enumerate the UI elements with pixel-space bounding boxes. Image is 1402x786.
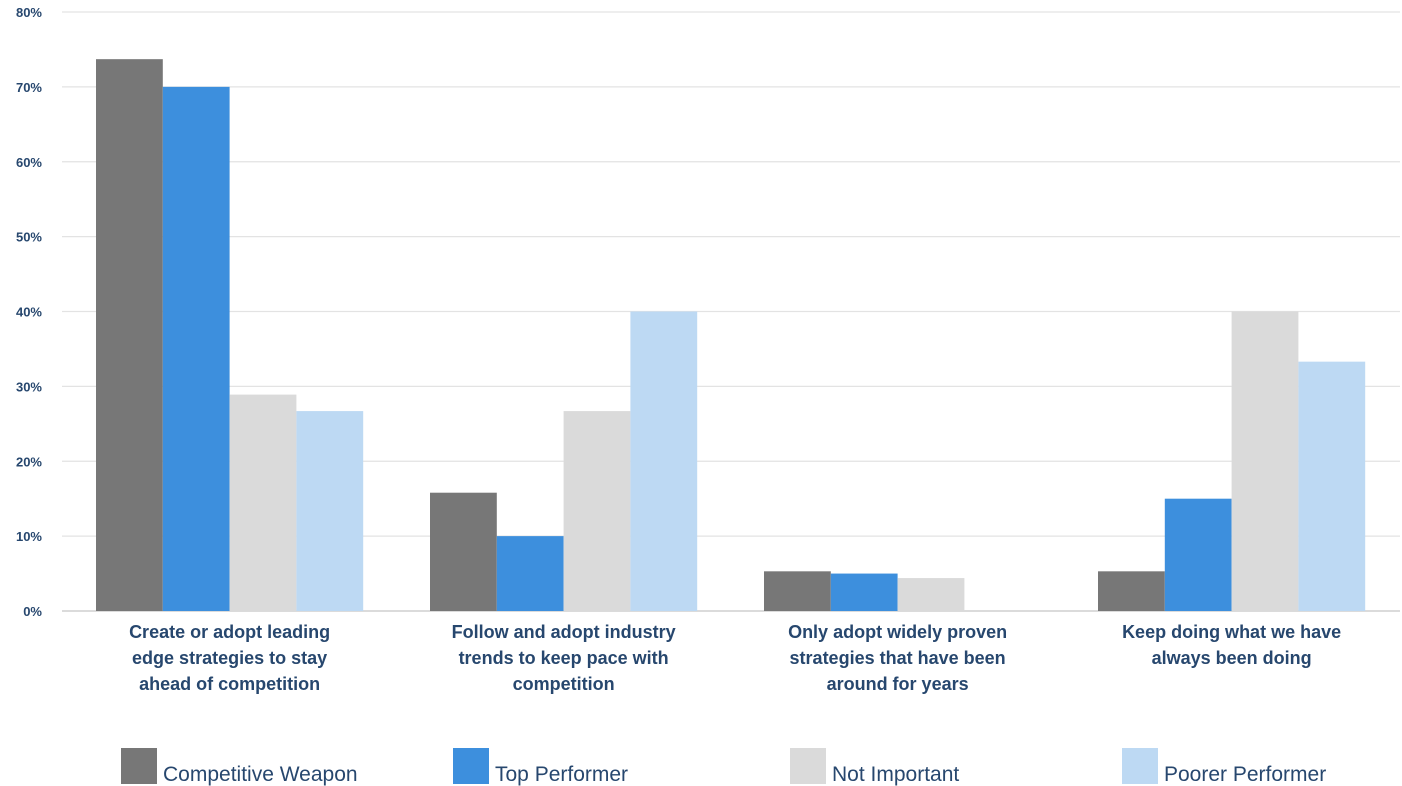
y-tick-label: 70% bbox=[16, 80, 42, 95]
x-category-label: around for years bbox=[827, 674, 969, 694]
x-category-label: ahead of competition bbox=[139, 674, 320, 694]
x-category-label: Create or adopt leading bbox=[129, 622, 330, 642]
x-category-label: Keep doing what we have bbox=[1122, 622, 1341, 642]
x-category-label: competition bbox=[513, 674, 615, 694]
y-tick-label: 10% bbox=[16, 529, 42, 544]
bar-competitive-weapon bbox=[430, 492, 497, 611]
bar-top-performer bbox=[830, 573, 898, 611]
bar-top-performer bbox=[496, 536, 564, 611]
bar-poorer-performer bbox=[1298, 361, 1366, 611]
x-category-label: always been doing bbox=[1152, 648, 1312, 668]
x-category-label: Follow and adopt industry bbox=[452, 622, 676, 642]
bar-competitive-weapon bbox=[764, 571, 831, 611]
bar-poorer-performer bbox=[630, 311, 698, 611]
legend-label: Top Performer bbox=[495, 763, 628, 786]
x-axis-category-labels: Create or adopt leading edge strategies t… bbox=[129, 622, 1341, 694]
x-category-label: strategies that have been bbox=[790, 648, 1006, 668]
bar-not-important bbox=[229, 394, 297, 611]
y-tick-label: 80% bbox=[16, 5, 42, 20]
y-tick-label: 50% bbox=[16, 230, 42, 245]
bar-competitive-weapon bbox=[1098, 571, 1165, 611]
y-tick-label: 0% bbox=[23, 604, 42, 619]
legend-swatch bbox=[1122, 748, 1158, 784]
bar-not-important bbox=[1231, 311, 1299, 611]
legend: Competitive Weapon Top Performer Not Impor… bbox=[121, 748, 1326, 786]
y-tick-label: 60% bbox=[16, 155, 42, 170]
bars bbox=[96, 59, 1366, 611]
y-tick-label: 40% bbox=[16, 305, 42, 320]
y-tick-label: 20% bbox=[16, 454, 42, 469]
bar-poorer-performer bbox=[296, 411, 364, 611]
legend-label: Competitive Weapon bbox=[163, 763, 358, 786]
bar-competitive-weapon bbox=[96, 59, 163, 611]
bar-top-performer bbox=[162, 86, 230, 611]
legend-swatch bbox=[121, 748, 157, 784]
bar-not-important bbox=[897, 578, 965, 611]
bar-top-performer bbox=[1164, 498, 1232, 611]
bar-not-important bbox=[563, 411, 631, 611]
x-category-label: trends to keep pace with bbox=[459, 648, 669, 668]
y-axis-tick-labels: 0% 10% 20% 30% 40% 50% 60% 70% 80% bbox=[16, 5, 42, 619]
legend-swatch bbox=[790, 748, 826, 784]
legend-label: Not Important bbox=[832, 763, 959, 786]
legend-swatch bbox=[453, 748, 489, 784]
x-category-label: edge strategies to stay bbox=[132, 648, 327, 668]
legend-label: Poorer Performer bbox=[1164, 763, 1326, 786]
x-category-label: Only adopt widely proven bbox=[788, 622, 1007, 642]
y-tick-label: 30% bbox=[16, 379, 42, 394]
